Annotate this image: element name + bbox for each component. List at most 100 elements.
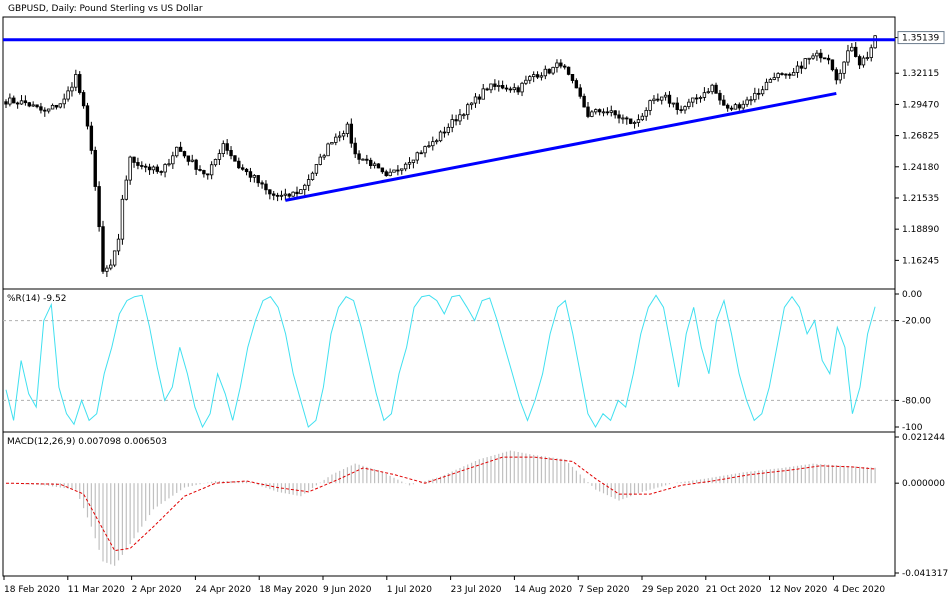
candle-body <box>209 164 214 176</box>
candle-body <box>788 73 792 76</box>
candle-body <box>745 99 749 105</box>
candle-body <box>318 156 322 165</box>
candle-body <box>555 62 559 68</box>
candle-body <box>411 159 416 163</box>
macd-tick-label: 0.021244 <box>902 433 945 443</box>
candle-body <box>671 102 676 105</box>
candle-body <box>694 97 699 100</box>
candle-body <box>481 88 485 100</box>
candle-body <box>376 163 381 169</box>
candle-body <box>434 140 439 143</box>
candle-body <box>826 57 831 61</box>
candle-body <box>718 92 722 101</box>
candle-body <box>295 191 299 195</box>
candle-body <box>714 84 718 94</box>
candle-body <box>198 169 202 171</box>
candle-body <box>803 58 807 69</box>
candle-body <box>427 145 431 148</box>
candle-body <box>140 165 144 167</box>
candle-body <box>722 99 726 106</box>
time-tick-label: 23 Jul 2020 <box>451 585 502 595</box>
wpr-series-line <box>5 294 876 429</box>
candle-body <box>322 155 326 158</box>
price-candles <box>4 35 877 277</box>
candle-body <box>799 65 804 69</box>
wpr-axis: 0.00 -20.00 -80.00 -100 <box>895 290 931 433</box>
macd-tick-label: -0.041317 <box>902 569 948 579</box>
candle-body <box>652 98 656 102</box>
price-tick-label: 1.26825 <box>902 132 939 142</box>
candle-body <box>795 65 800 73</box>
candle-body <box>613 110 617 116</box>
candle-body <box>74 74 78 88</box>
candle-body <box>458 114 462 122</box>
candle-body <box>621 117 625 120</box>
candle-body <box>97 186 101 228</box>
candle-body <box>547 68 551 74</box>
candle-body <box>213 158 218 166</box>
candle-body <box>62 98 66 105</box>
candle-body <box>120 198 125 240</box>
candle-body <box>132 156 136 163</box>
candle-body <box>640 115 645 121</box>
wpr-tick-label: -20.00 <box>902 317 931 327</box>
candle-body <box>520 82 524 93</box>
candle-body <box>753 92 757 101</box>
candle-body <box>493 83 497 87</box>
candle-body <box>846 50 850 63</box>
candle-body <box>272 193 276 196</box>
candle-body <box>361 158 365 161</box>
time-tick-label: 7 Sep 2020 <box>578 585 630 595</box>
candle-body <box>524 79 528 84</box>
candle-body <box>128 156 132 181</box>
candle-body <box>217 153 222 160</box>
candle-body <box>477 96 482 100</box>
candle-body <box>500 85 505 89</box>
candle-body <box>244 168 249 173</box>
time-tick-label: 1 Jul 2020 <box>387 585 432 595</box>
candle-body <box>384 171 388 177</box>
candle-body <box>729 107 734 110</box>
candle-body <box>663 94 668 98</box>
candle-body <box>349 123 354 144</box>
candle-body <box>70 86 74 92</box>
candle-body <box>400 168 404 171</box>
candle-body <box>256 175 260 184</box>
time-tick-label: 18 May 2020 <box>259 585 318 595</box>
candle-body <box>706 91 710 94</box>
candle-body <box>35 104 39 108</box>
candle-body <box>466 104 470 116</box>
candle-body <box>85 105 90 127</box>
candle-body <box>306 179 311 186</box>
candle-body <box>566 66 571 75</box>
candle-body <box>353 142 357 155</box>
candle-body <box>857 56 862 66</box>
time-tick-label: 18 Feb 2020 <box>4 585 60 595</box>
candle-body <box>644 110 648 117</box>
macd-axis: 0.021244 0.000000 -0.041317 <box>895 433 948 579</box>
wpr-panel <box>2 288 896 433</box>
price-tick-label: 1.18890 <box>902 225 939 235</box>
candle-body <box>594 109 598 113</box>
candle-body <box>27 102 31 107</box>
candle-body <box>535 74 540 78</box>
candle-body <box>326 143 330 157</box>
candle-body <box>396 169 400 172</box>
candle-body <box>175 146 179 157</box>
candle-body <box>206 173 210 176</box>
candle-body <box>291 191 295 197</box>
candle-body <box>380 167 385 173</box>
candle-body <box>531 74 536 78</box>
candle-body <box>264 183 268 191</box>
candle-body <box>489 83 493 91</box>
price-tick-label: 1.21535 <box>902 194 939 204</box>
candle-body <box>147 166 152 171</box>
time-tick-label: 2 Apr 2020 <box>132 585 182 595</box>
candle-body <box>109 264 113 269</box>
candle-body <box>112 250 117 266</box>
candle-body <box>574 80 579 89</box>
candle-body <box>287 193 291 197</box>
candle-body <box>310 172 315 180</box>
candle-body <box>469 102 474 106</box>
